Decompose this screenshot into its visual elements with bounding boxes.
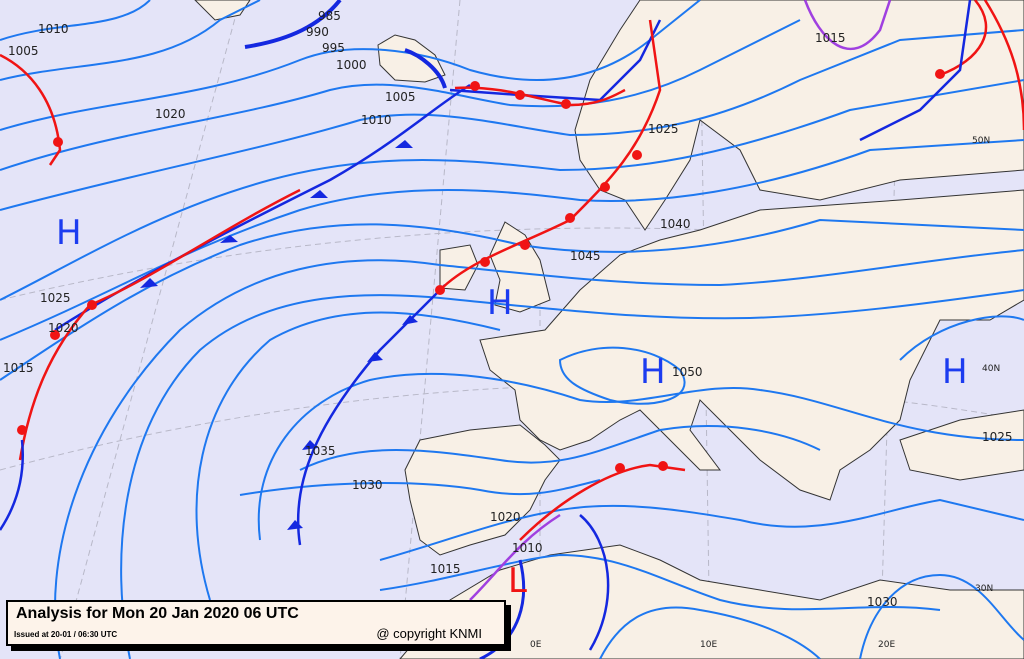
graticule-labels: 50N 40N 30N 0E 10E 20E: [530, 136, 1000, 650]
turkey: [899, 409, 1024, 481]
cold-front-biscay: [296, 284, 446, 546]
longitude-label: 20E: [878, 640, 895, 650]
isobar-label: 995: [322, 41, 345, 55]
isobar-label: 1040: [660, 217, 691, 231]
longitude-label: 0E: [530, 640, 542, 650]
front-iceland: [404, 48, 447, 89]
isobar-label: 1030: [867, 595, 898, 609]
isobar-label: 1050: [672, 365, 703, 379]
occluded-front-med: [469, 513, 561, 601]
warm-front-med: [519, 463, 686, 541]
isobar-label: 1015: [430, 562, 461, 576]
isobar-label: 1010: [361, 113, 392, 127]
isobar-label: 1010: [38, 22, 69, 36]
low-pressure-center: L: [508, 561, 527, 601]
high-pressure-center: H: [56, 213, 82, 253]
isobar-label: 1005: [8, 44, 39, 58]
british-isles: [489, 221, 551, 313]
issued-time: Issued at 20-01 / 06:30 UTC: [14, 630, 118, 639]
cold-front-algeria: [579, 514, 610, 651]
isobar-label: 1020: [490, 510, 521, 524]
isobar-label: 1035: [305, 444, 336, 458]
scandinavia: [574, 0, 1024, 231]
isobar-label: 985: [318, 9, 341, 23]
isobar-labels: 985 990 995 1000 1005 1010 1020 1025 102…: [3, 9, 1013, 609]
isobar-label: 1015: [815, 31, 846, 45]
cold-front-west-edge: [0, 439, 25, 531]
copyright: @ copyright KNMI: [376, 626, 482, 641]
cold-front-morocco: [479, 559, 526, 659]
isobar-label: 1025: [982, 430, 1013, 444]
latitude-label: 50N: [972, 136, 990, 146]
high-pressure-center: H: [487, 283, 513, 323]
front-greenland-low: [244, 0, 342, 49]
cold-front-east: [859, 0, 972, 142]
isobar-label: 990: [306, 25, 329, 39]
high-pressure-center: H: [640, 352, 666, 392]
isobar-label: 1015: [3, 361, 34, 375]
front-symbols: [17, 69, 945, 530]
isobar-label: 1000: [336, 58, 367, 72]
pressure-centers: H H H H L: [56, 213, 968, 601]
latitude-label: 40N: [982, 364, 1000, 374]
isobar-label: 1045: [570, 249, 601, 263]
analysis-title: Analysis for Mon 20 Jan 2020 06 UTC: [16, 605, 299, 622]
isobar-label: 1020: [155, 107, 186, 121]
isobar-label: 1020: [48, 321, 79, 335]
occluded-front-baltic: [803, 0, 892, 51]
isobar-label: 1025: [40, 291, 71, 305]
isobar-label: 1010: [512, 541, 543, 555]
iceland: [377, 34, 446, 83]
greenland: [194, 0, 251, 21]
longitude-label: 10E: [700, 640, 717, 650]
high-pressure-center: H: [942, 352, 968, 392]
warm-front-east: [939, 0, 988, 77]
isobar-label: 1030: [352, 478, 383, 492]
isobar-label: 1025: [648, 122, 679, 136]
warm-front-far-east: [983, 0, 1024, 131]
latitude-label: 30N: [975, 584, 993, 594]
isobar-label: 1005: [385, 90, 416, 104]
map-caption: Analysis for Mon 20 Jan 2020 06 UTC Issu…: [6, 600, 506, 646]
